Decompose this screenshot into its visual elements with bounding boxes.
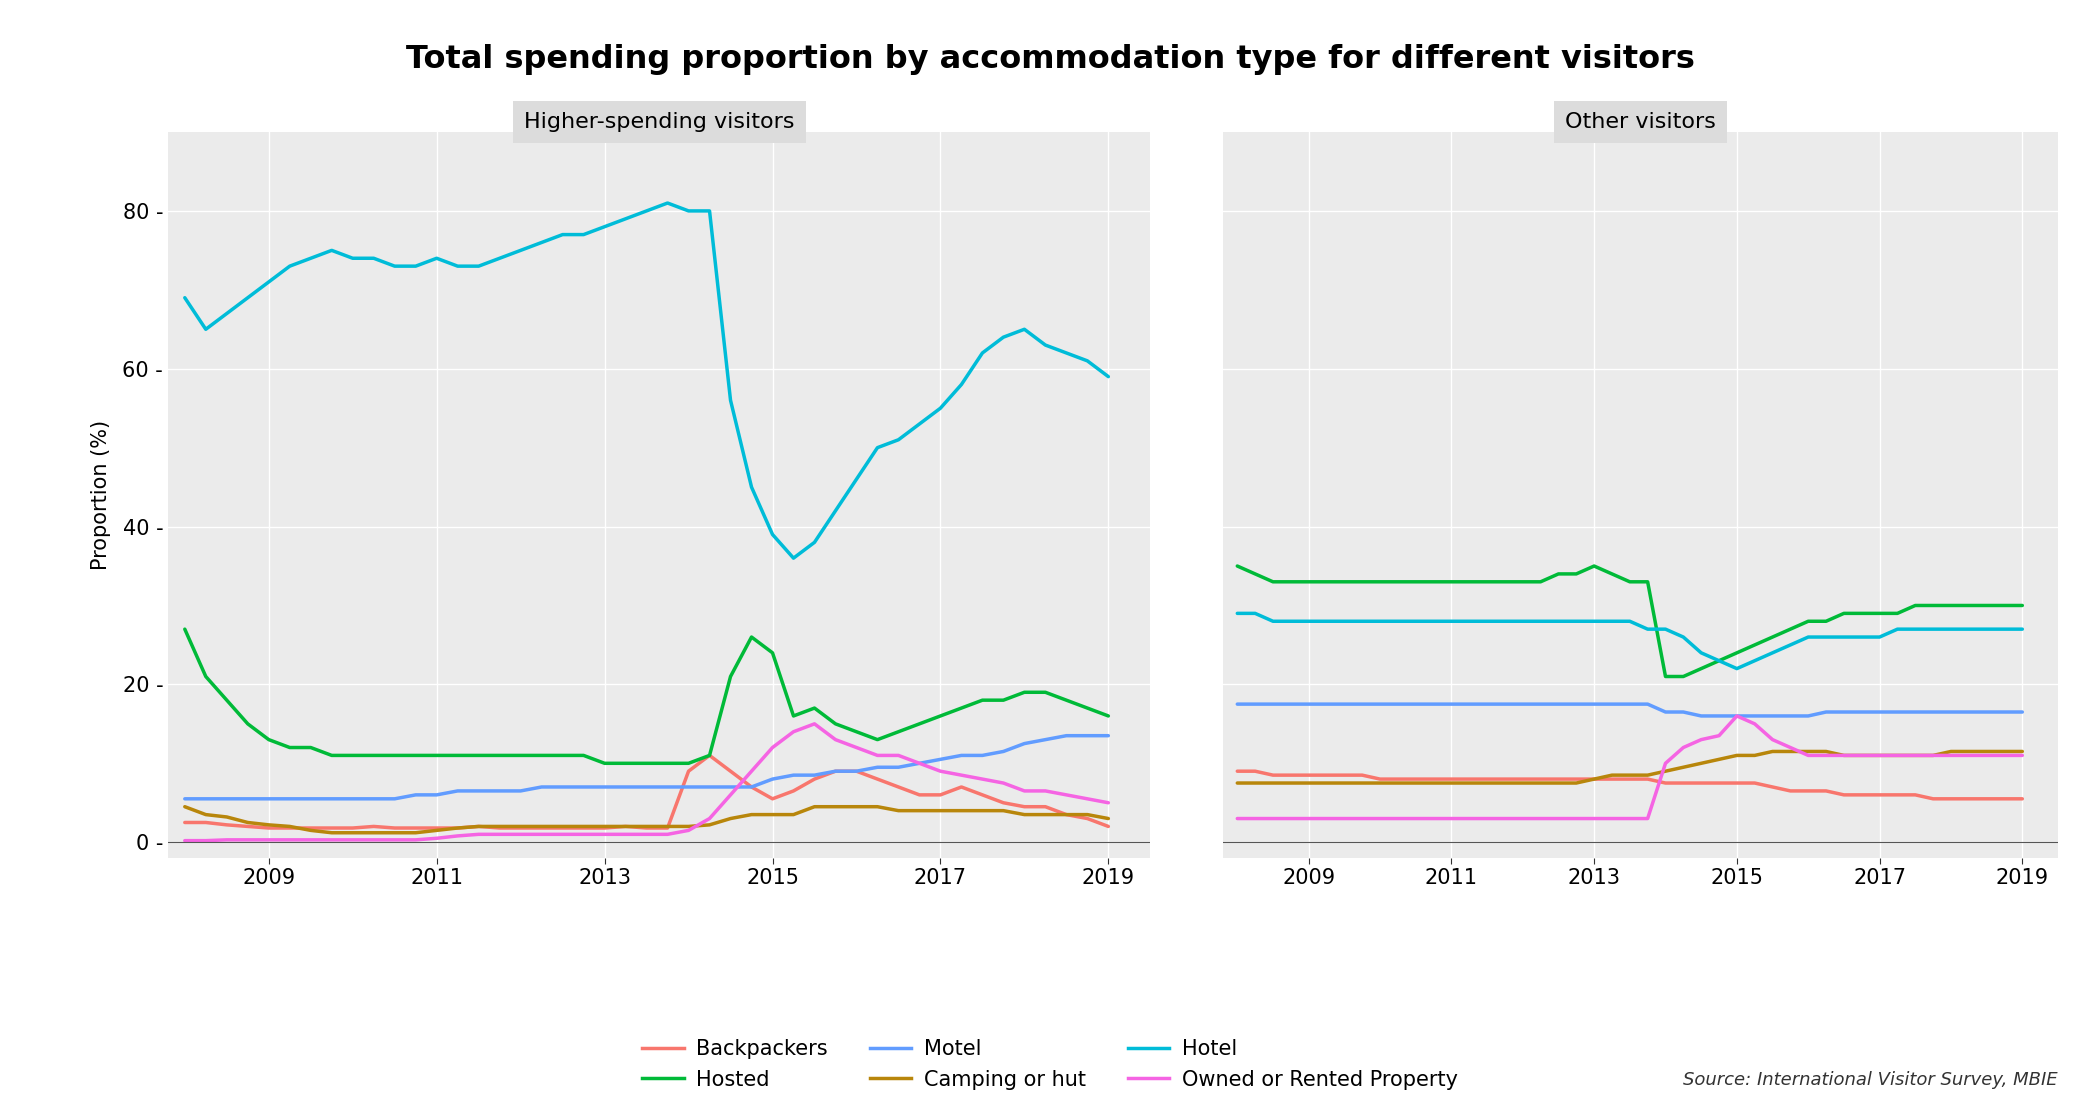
Text: Other visitors: Other visitors [1564, 112, 1716, 132]
Text: Total spending proportion by accommodation type for different visitors: Total spending proportion by accommodati… [405, 44, 1695, 75]
Y-axis label: Proportion (%): Proportion (%) [90, 420, 111, 570]
Text: Source: International Visitor Survey, MBIE: Source: International Visitor Survey, MB… [1684, 1071, 2058, 1089]
Legend: Backpackers, Hosted, Motel, Camping or hut, Hotel, Owned or Rented Property: Backpackers, Hosted, Motel, Camping or h… [643, 1040, 1457, 1090]
Text: Higher-spending visitors: Higher-spending visitors [523, 112, 794, 132]
